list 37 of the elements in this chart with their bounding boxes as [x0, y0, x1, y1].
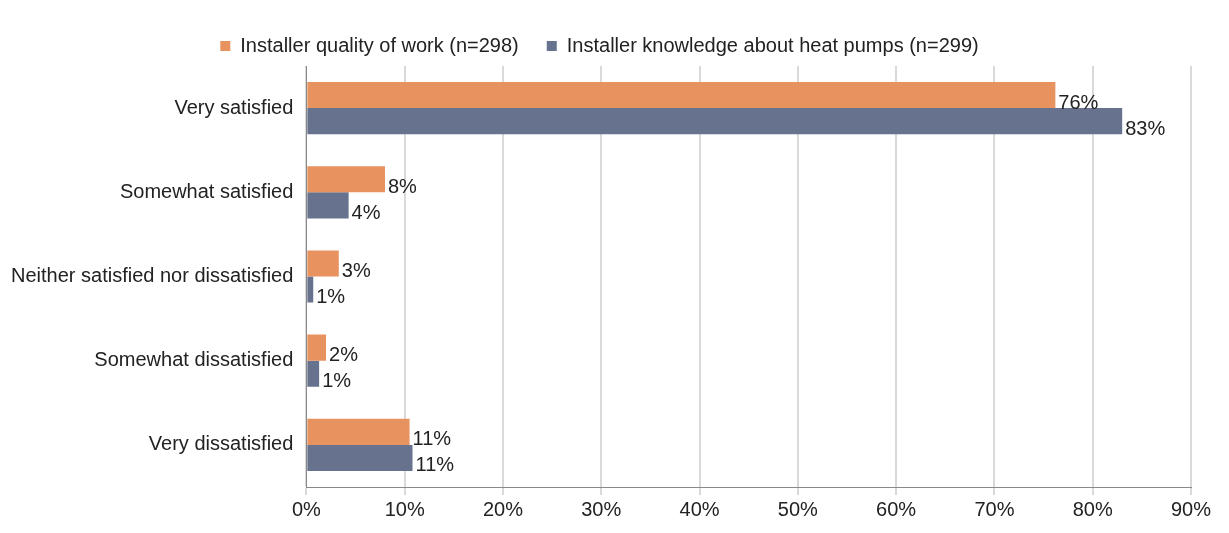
data-label: 3%	[341, 258, 371, 281]
y-tick-label: Very dissatisfied	[148, 432, 294, 455]
bar	[307, 82, 1056, 109]
x-tick-label: 90%	[1170, 497, 1212, 520]
data-label: 1%	[322, 369, 352, 392]
x-tick-label: 20%	[482, 497, 524, 520]
bar	[307, 360, 320, 387]
legend-label: Installer quality of work (n=298)	[240, 33, 519, 56]
x-tick-label: 60%	[876, 497, 917, 520]
x-tick-label: 10%	[384, 497, 425, 520]
x-tick-label: 40%	[679, 497, 720, 520]
x-tick-label: 70%	[974, 497, 1015, 520]
y-tick-label: Somewhat dissatisfied	[94, 348, 294, 371]
bar	[307, 108, 1123, 135]
x-tick-label: 80%	[1072, 497, 1113, 520]
x-tick-label: 30%	[581, 497, 622, 520]
data-label: 11%	[415, 453, 455, 476]
legend-label: Installer knowledge about heat pumps (n=299)	[566, 33, 979, 56]
bar	[307, 166, 385, 193]
data-label: 2%	[329, 343, 359, 366]
bar	[307, 276, 314, 303]
data-label: 83%	[1125, 116, 1166, 139]
bar	[307, 250, 339, 277]
data-label: 1%	[316, 285, 346, 308]
bar	[307, 192, 349, 219]
x-tick-label: 50%	[777, 497, 819, 520]
data-label: 4%	[351, 200, 381, 223]
y-tick-label: Neither satisfied nor dissatisfied	[10, 264, 294, 287]
data-label: 76%	[1058, 90, 1099, 113]
bar	[307, 334, 327, 361]
data-label: 11%	[412, 427, 452, 450]
y-tick-label: Somewhat satisfied	[119, 179, 294, 202]
data-label: 8%	[387, 174, 418, 197]
x-tick-label: 0%	[291, 497, 322, 520]
y-tick-label: Very satisfied	[174, 95, 294, 118]
bar	[307, 418, 410, 445]
bar	[307, 444, 413, 471]
